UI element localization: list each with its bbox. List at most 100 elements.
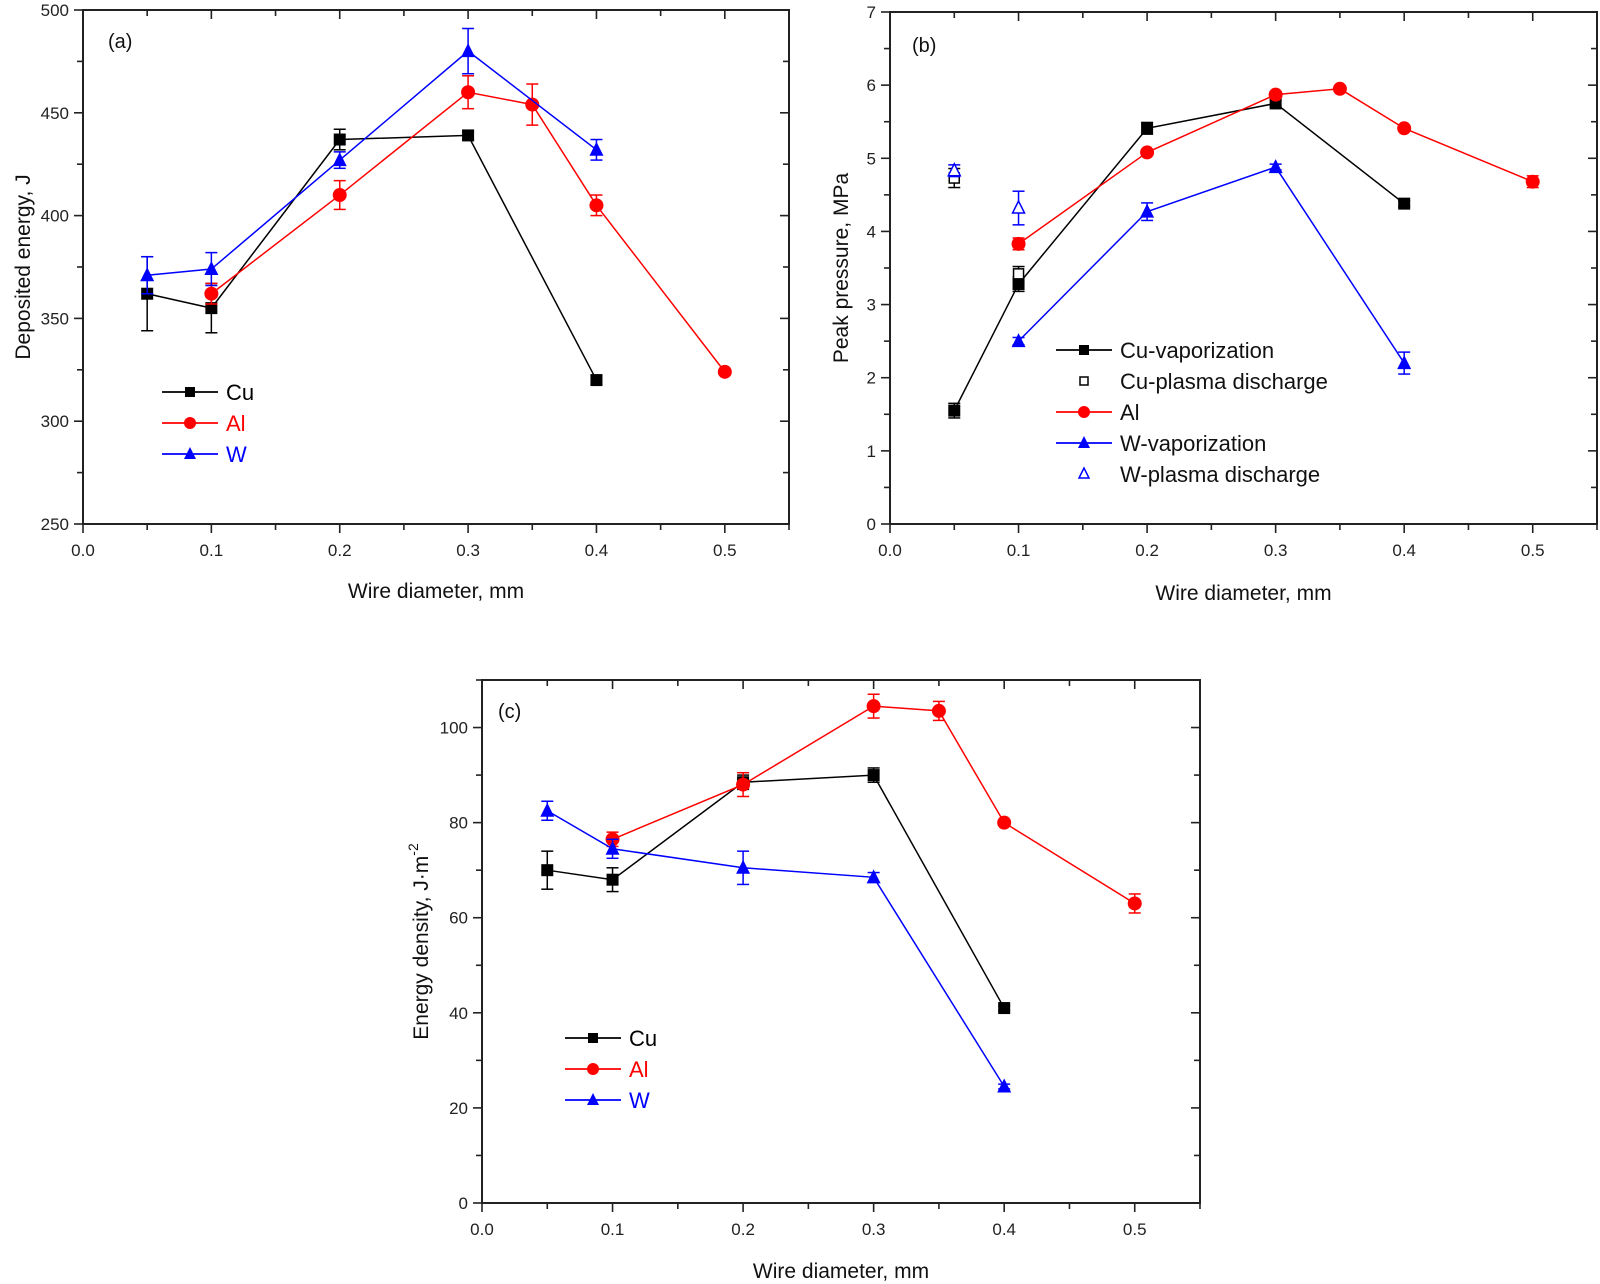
y-tick-label: 2 [867, 369, 876, 388]
x-tick-label: 0.4 [992, 1220, 1016, 1239]
series-w-plasma-discharge [947, 162, 1026, 226]
y-tick-label: 6 [867, 76, 876, 95]
legend-item: W-plasma discharge [1077, 462, 1320, 487]
series-w [140, 27, 604, 295]
y-tick-label: 300 [41, 412, 69, 431]
data-point [867, 769, 880, 782]
data-point [461, 43, 476, 58]
data-point [931, 703, 946, 718]
x-tick-label: 0.0 [470, 1220, 494, 1239]
y-tick-label: 1 [867, 442, 876, 461]
x-tick-label: 0.4 [1392, 541, 1416, 560]
data-point [140, 267, 155, 282]
panel-label: (b) [912, 35, 936, 57]
x-tick-label: 0.3 [456, 541, 480, 560]
legend-item: W-vaporization [1056, 431, 1266, 456]
legend-label: Al [226, 411, 246, 436]
data-point [462, 129, 475, 142]
x-tick-label: 0.1 [601, 1220, 625, 1239]
plot-frame [82, 9, 790, 525]
y-tick-label: 7 [867, 3, 876, 22]
y-axis-title-text: Peak pressure, MPa [830, 173, 853, 364]
data-point [1397, 121, 1412, 136]
legend-label: Cu [226, 380, 254, 405]
y-axis-title-text: Energy density, J·m [410, 856, 433, 1040]
data-point [525, 97, 540, 112]
series-w-vaporization [1011, 159, 1412, 375]
x-tick-label: 0.2 [1135, 541, 1159, 560]
y-axis-title: Peak pressure, MPa [830, 173, 853, 364]
data-point [1011, 199, 1026, 214]
data-point [589, 198, 604, 213]
data-point [717, 364, 732, 379]
legend-item: Cu [162, 380, 254, 405]
legend-label: Cu-vaporization [1120, 338, 1274, 363]
legend-item: Cu [565, 1026, 657, 1051]
legend-marker [184, 447, 196, 459]
series-cu [141, 128, 603, 387]
legend-marker [184, 417, 196, 429]
x-tick-label: 0.0 [71, 541, 95, 560]
data-point [866, 869, 881, 884]
series-w [540, 800, 1012, 1093]
series-al [605, 693, 1142, 914]
data-point [1397, 355, 1412, 370]
data-point [866, 699, 881, 714]
series-line [953, 102, 1405, 411]
series-line [1018, 166, 1405, 364]
x-axis-title: Wire diameter, mm [348, 580, 524, 603]
series-cu [541, 767, 1011, 1015]
x-tick-label: 0.3 [862, 1220, 886, 1239]
data-point [204, 261, 219, 276]
x-tick-label: 0.1 [200, 541, 224, 560]
legend-label: W-plasma discharge [1120, 462, 1320, 487]
y-axis-title: Energy density, J·m-2 [405, 843, 433, 1040]
legend-label: Al [1120, 400, 1140, 425]
legend-label: W [629, 1088, 650, 1113]
data-point [997, 1078, 1012, 1093]
data-point [333, 133, 346, 146]
x-tick-label: 0.5 [1123, 1220, 1147, 1239]
y-tick-label: 40 [449, 1004, 468, 1023]
panel-label: (c) [498, 701, 521, 723]
y-tick-label: 500 [41, 1, 69, 20]
data-point [1140, 203, 1155, 218]
legend-marker [185, 387, 195, 397]
legend-label: W-vaporization [1120, 431, 1266, 456]
data-point [590, 374, 603, 387]
data-point [332, 188, 347, 203]
y-tick-label: 0 [867, 515, 876, 534]
legend-marker [587, 1063, 599, 1075]
data-point [205, 302, 218, 315]
x-axis-title: Wire diameter, mm [753, 1260, 929, 1283]
legend-marker [588, 1033, 598, 1043]
data-point [736, 777, 751, 792]
y-tick-label: 450 [41, 104, 69, 123]
panel-label: (a) [108, 31, 132, 53]
y-tick-label: 0 [459, 1194, 468, 1213]
chart-panel-a: 0.0 0.1 0.2 0.3 0.4 0.5 250 300 350 400 450 500 Wire… [12, 1, 790, 603]
x-tick-label: 0.4 [585, 541, 609, 560]
y-axis-title-text: Deposited energy, J [12, 174, 35, 359]
y-axis-title: Deposited energy, J [12, 174, 35, 359]
chart-panel-c: 0.0 0.1 0.2 0.3 0.4 0.5 0 20 40 60 80 100 Wire diame… [405, 679, 1201, 1283]
x-tick-label: 0.0 [878, 541, 902, 560]
y-tick-label: 350 [41, 309, 69, 328]
y-tick-label: 20 [449, 1099, 468, 1118]
data-point [461, 85, 476, 100]
chart-panel-b: 0.0 0.1 0.2 0.3 0.4 0.5 0 1 2 3 4 5 6 7 Wire diameter,… [830, 3, 1598, 605]
legend: Cu-vaporization Cu-plasma discharge Al W-va… [1056, 338, 1328, 487]
data-point [1140, 145, 1155, 160]
legend-label: Cu-plasma discharge [1120, 369, 1328, 394]
series-al [204, 75, 732, 379]
x-axis-title: Wire diameter, mm [1155, 582, 1331, 605]
data-point [1268, 87, 1283, 102]
x-tick-label: 0.1 [1007, 541, 1031, 560]
y-axis-title-superscript: -2 [405, 843, 421, 856]
plot-frame [481, 679, 1201, 1204]
data-point [947, 162, 962, 177]
data-point [948, 404, 961, 417]
y-tick-label: 400 [41, 207, 69, 226]
series-line [612, 705, 1136, 905]
legend-item: Al [162, 411, 246, 436]
